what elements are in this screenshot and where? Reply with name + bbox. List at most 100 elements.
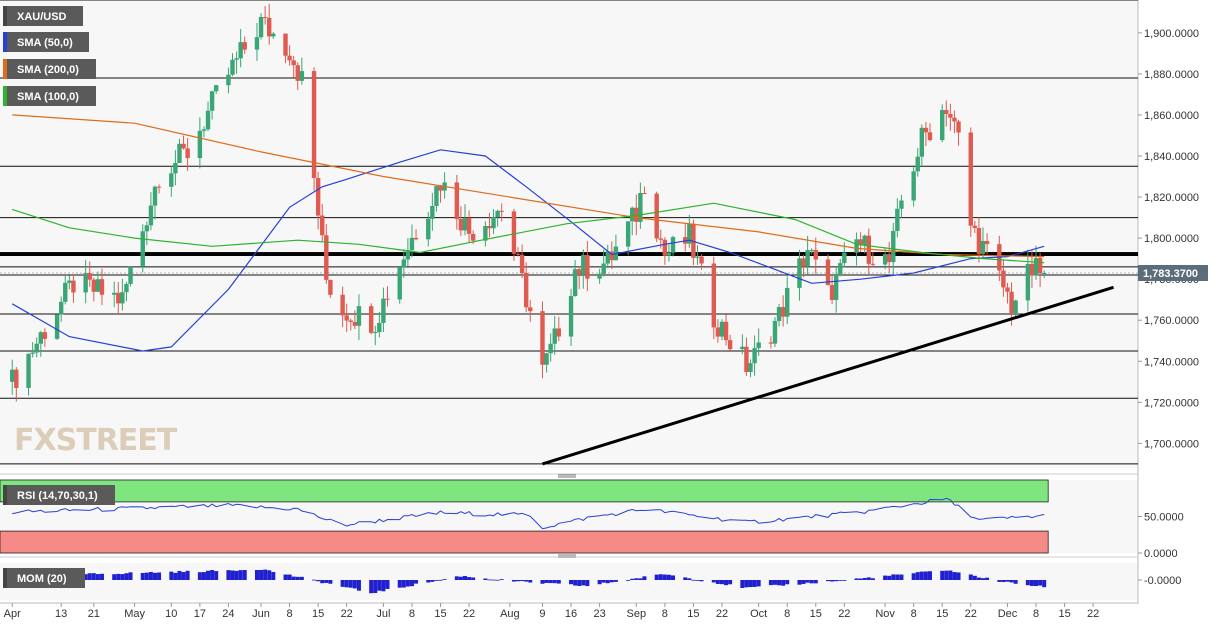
candlestick[interactable] bbox=[625, 221, 631, 256]
candlestick[interactable] bbox=[825, 254, 831, 286]
candlestick[interactable] bbox=[120, 278, 125, 311]
candlestick[interactable] bbox=[1001, 259, 1006, 297]
candlestick[interactable] bbox=[948, 103, 953, 131]
candlestick[interactable] bbox=[711, 256, 716, 340]
candlestick[interactable] bbox=[381, 287, 386, 332]
candlestick[interactable] bbox=[748, 359, 753, 378]
candlestick[interactable] bbox=[780, 295, 786, 327]
rsi-line[interactable] bbox=[12, 497, 1045, 530]
candlestick[interactable] bbox=[173, 150, 178, 186]
candlestick[interactable] bbox=[927, 123, 933, 142]
candlestick[interactable] bbox=[201, 126, 207, 138]
candlestick[interactable] bbox=[10, 359, 15, 395]
candlestick[interactable] bbox=[699, 254, 704, 270]
candlestick[interactable] bbox=[242, 36, 247, 54]
candlestick[interactable] bbox=[727, 334, 733, 351]
candlestick[interactable] bbox=[67, 275, 72, 290]
candlestick[interactable] bbox=[776, 303, 782, 327]
candlestick[interactable] bbox=[630, 206, 635, 236]
candlestick[interactable] bbox=[968, 127, 973, 237]
sma100-line[interactable] bbox=[12, 202, 1045, 264]
candlestick[interactable] bbox=[377, 311, 382, 338]
legend-symbol[interactable]: XAU/USD bbox=[3, 6, 83, 26]
candlestick[interactable] bbox=[438, 184, 443, 203]
candlestick[interactable] bbox=[267, 3, 272, 45]
candlestick[interactable] bbox=[829, 276, 835, 305]
candlestick[interactable] bbox=[752, 335, 757, 376]
candlestick[interactable] bbox=[723, 314, 729, 346]
candlestick[interactable] bbox=[923, 121, 929, 147]
candlestick[interactable] bbox=[238, 29, 243, 68]
candlestick[interactable] bbox=[576, 266, 582, 290]
candlestick[interactable] bbox=[385, 286, 390, 307]
candlestick[interactable] bbox=[295, 62, 300, 91]
legend-mom[interactable]: MOM (20) bbox=[3, 568, 85, 588]
candlestick[interactable] bbox=[99, 268, 105, 306]
candlestick[interactable] bbox=[940, 104, 945, 143]
candlestick[interactable] bbox=[152, 185, 158, 220]
candlestick[interactable] bbox=[756, 328, 761, 356]
candlestick[interactable] bbox=[458, 206, 464, 237]
candlestick[interactable] bbox=[980, 227, 986, 259]
candlestick[interactable] bbox=[58, 296, 64, 322]
candlestick[interactable] bbox=[895, 198, 900, 238]
candlestick[interactable] bbox=[140, 224, 145, 273]
candlestick[interactable] bbox=[654, 191, 659, 243]
candlestick[interactable] bbox=[495, 209, 500, 227]
candlestick[interactable] bbox=[1013, 299, 1018, 319]
candlestick[interactable] bbox=[919, 124, 925, 166]
candlestick[interactable] bbox=[340, 286, 345, 328]
candlestick[interactable] bbox=[552, 316, 557, 355]
candlestick[interactable] bbox=[886, 241, 892, 273]
candlestick[interactable] bbox=[1033, 245, 1039, 280]
candlestick[interactable] bbox=[915, 148, 920, 177]
legend-sma100[interactable]: SMA (100,0) bbox=[3, 86, 96, 106]
candlestick[interactable] bbox=[813, 237, 818, 274]
candlestick[interactable] bbox=[169, 166, 174, 197]
candlestick[interactable] bbox=[801, 255, 806, 278]
candlestick[interactable] bbox=[466, 210, 472, 243]
candlestick[interactable] bbox=[156, 184, 162, 194]
candlestick[interactable] bbox=[952, 110, 957, 134]
candlestick[interactable] bbox=[544, 352, 549, 373]
candlestick[interactable] bbox=[291, 55, 296, 78]
candlestick[interactable] bbox=[515, 247, 521, 257]
candlestick[interactable] bbox=[499, 203, 504, 222]
candlestick[interactable] bbox=[956, 119, 961, 146]
candlestick[interactable] bbox=[254, 22, 260, 61]
candlestick[interactable] bbox=[870, 251, 876, 268]
mom-panel[interactable] bbox=[0, 563, 1138, 600]
candlestick[interactable] bbox=[124, 281, 129, 302]
candlestick[interactable] bbox=[352, 310, 358, 330]
candlestick[interactable] bbox=[38, 330, 43, 357]
candlestick[interactable] bbox=[483, 221, 488, 247]
candlestick[interactable] bbox=[226, 67, 231, 94]
candlestick[interactable] bbox=[487, 212, 492, 238]
candlestick[interactable] bbox=[785, 276, 790, 325]
candlestick[interactable] bbox=[1037, 252, 1043, 288]
candlestick[interactable] bbox=[348, 318, 353, 331]
candlestick[interactable] bbox=[368, 303, 374, 335]
candlestick[interactable] bbox=[609, 241, 615, 270]
candlestick[interactable] bbox=[491, 209, 496, 234]
candlestick[interactable] bbox=[1025, 249, 1031, 312]
candlestick[interactable] bbox=[148, 192, 154, 231]
candlestick[interactable] bbox=[311, 67, 317, 191]
candlestick[interactable] bbox=[911, 166, 916, 207]
candlestick[interactable] bbox=[287, 45, 292, 66]
candlestick[interactable] bbox=[511, 208, 517, 261]
candlestick[interactable] bbox=[838, 258, 843, 277]
candlestick[interactable] bbox=[642, 186, 647, 194]
candlestick[interactable] bbox=[519, 244, 525, 279]
candlestick[interactable] bbox=[42, 328, 48, 347]
candlestick[interactable] bbox=[719, 319, 725, 341]
candlestick[interactable] bbox=[299, 57, 305, 85]
candlestick[interactable] bbox=[984, 233, 990, 255]
candlestick[interactable] bbox=[234, 51, 239, 74]
candlestick[interactable] bbox=[54, 313, 60, 340]
candlestick[interactable] bbox=[14, 367, 19, 402]
sma50-line[interactable] bbox=[11, 149, 1045, 352]
candlestick[interactable] bbox=[862, 234, 867, 254]
candlestick[interactable] bbox=[128, 265, 133, 287]
